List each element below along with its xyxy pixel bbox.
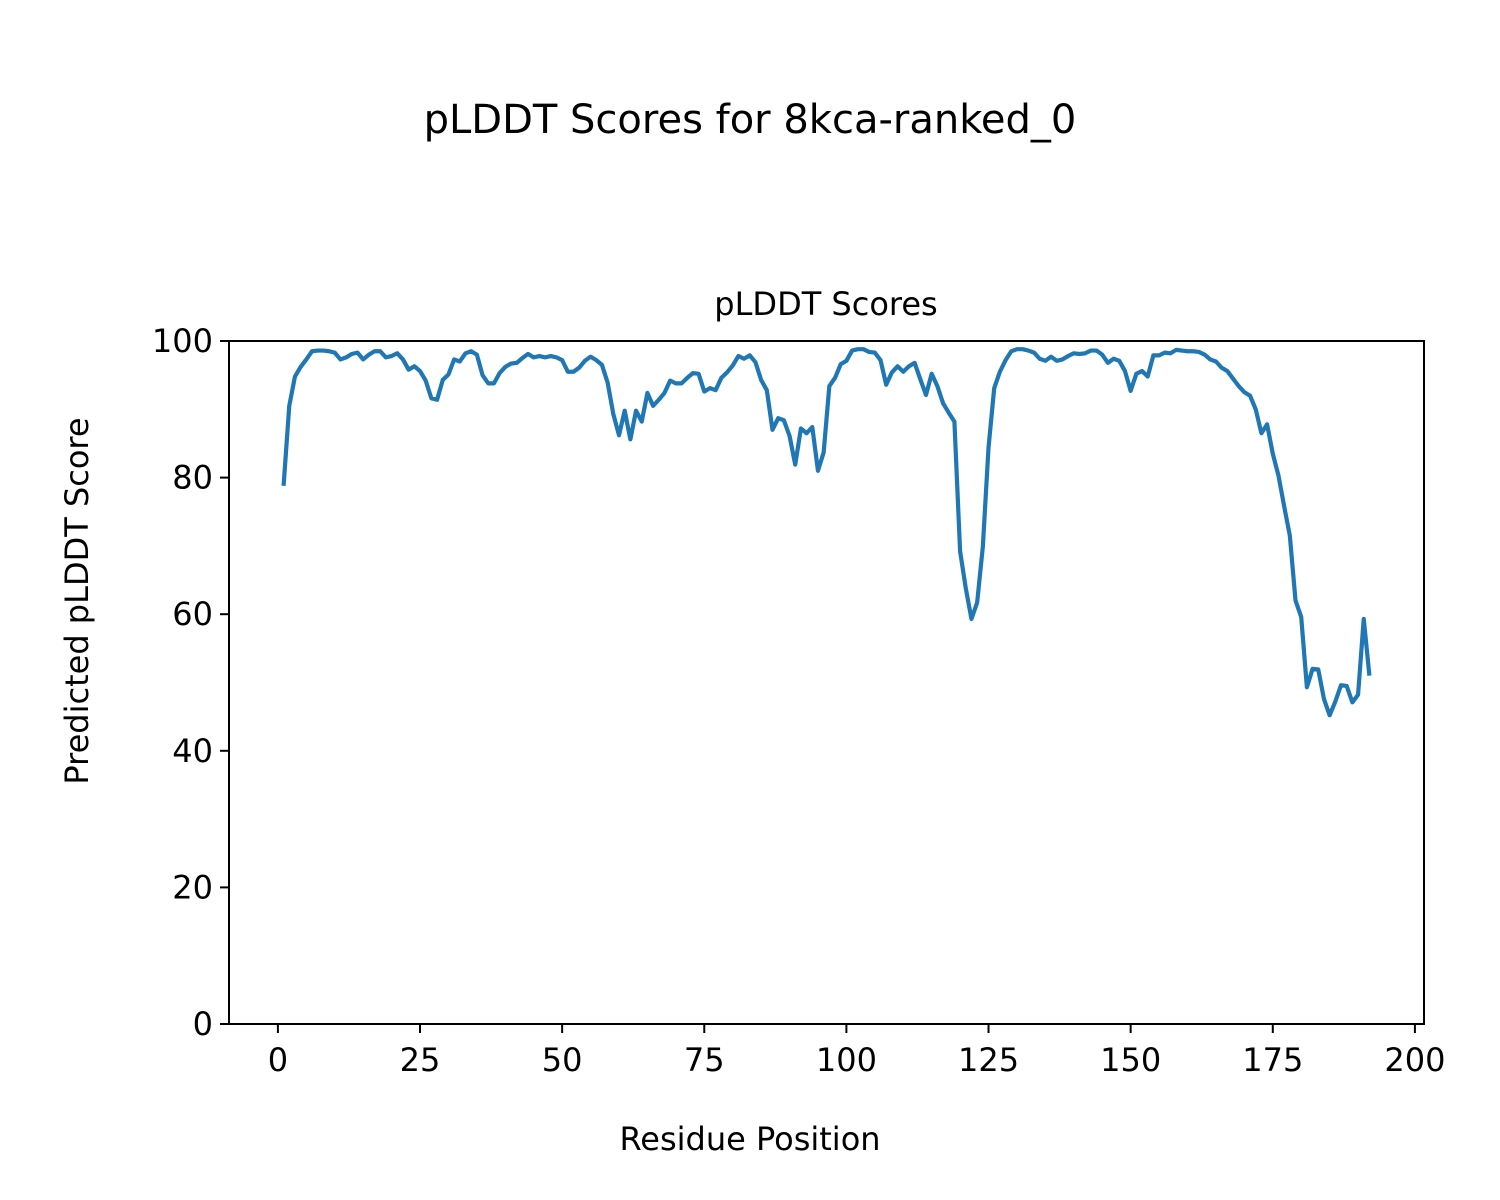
x-tick-label: 0 — [268, 1041, 288, 1079]
y-tick-label: 20 — [172, 868, 213, 906]
plot-area — [229, 341, 1424, 1024]
x-tick-label: 25 — [400, 1041, 441, 1079]
y-tick-label: 0 — [193, 1005, 213, 1043]
x-tick-label: 125 — [958, 1041, 1019, 1079]
x-tick-label: 50 — [542, 1041, 583, 1079]
x-tick-label: 75 — [684, 1041, 725, 1079]
series-line-1 — [281, 347, 1372, 718]
y-tick-label: 80 — [172, 459, 213, 497]
axes-frame — [228, 340, 1425, 1025]
x-tick-label: 175 — [1242, 1041, 1303, 1079]
y-axis-ticks: 0 20 40 60 80 100 — [152, 322, 229, 1043]
series-layer — [281, 347, 1372, 718]
y-tick-label: 60 — [172, 595, 213, 633]
x-axis-ticks: 0 25 50 75 100 125 150 175 200 — [268, 1024, 1445, 1079]
x-tick-label: 200 — [1384, 1041, 1445, 1079]
x-axis-label: Residue Position — [619, 1120, 880, 1158]
axes: pLDDT Scores 0 25 50 75 100 125 150 175 200 0 20 4… — [58, 285, 1445, 1158]
x-tick-label: 150 — [1100, 1041, 1161, 1079]
y-tick-label: 100 — [152, 322, 213, 360]
figure-suptitle: pLDDT Scores for 8kca-ranked_0 — [424, 97, 1077, 143]
y-tick-label: 40 — [172, 732, 213, 770]
axes-title: pLDDT Scores — [714, 285, 937, 323]
x-tick-label: 100 — [816, 1041, 877, 1079]
y-axis-label: Predicted pLDDT Score — [58, 417, 96, 784]
